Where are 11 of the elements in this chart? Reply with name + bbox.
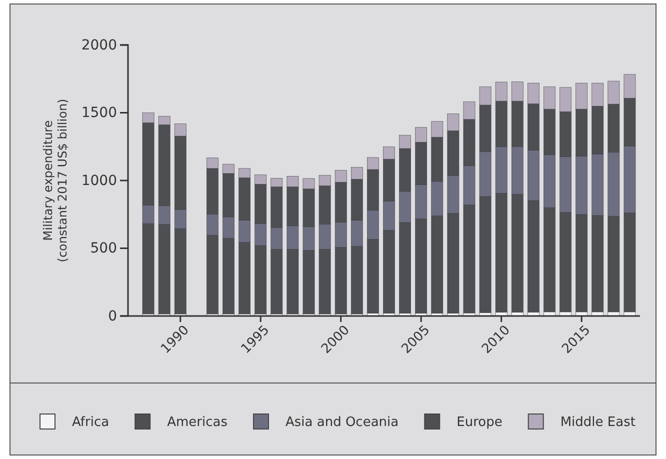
y-tick-label: 0 xyxy=(108,308,117,324)
legend-label: Asia and Oceania xyxy=(285,415,399,430)
legend-label: Africa xyxy=(72,415,110,430)
y-tick-label: 1000 xyxy=(81,172,117,189)
legend-label: Europe xyxy=(456,415,502,430)
legend-label: Middle East xyxy=(560,415,636,430)
y-tick-label: 1500 xyxy=(81,105,117,122)
y-tick-label: 2000 xyxy=(81,37,117,54)
legend-label: Americas xyxy=(167,415,228,430)
y-axis-title: Military expenditure (constant 2017 US$ billion) xyxy=(41,98,70,262)
y-tick-label: 500 xyxy=(90,240,117,257)
